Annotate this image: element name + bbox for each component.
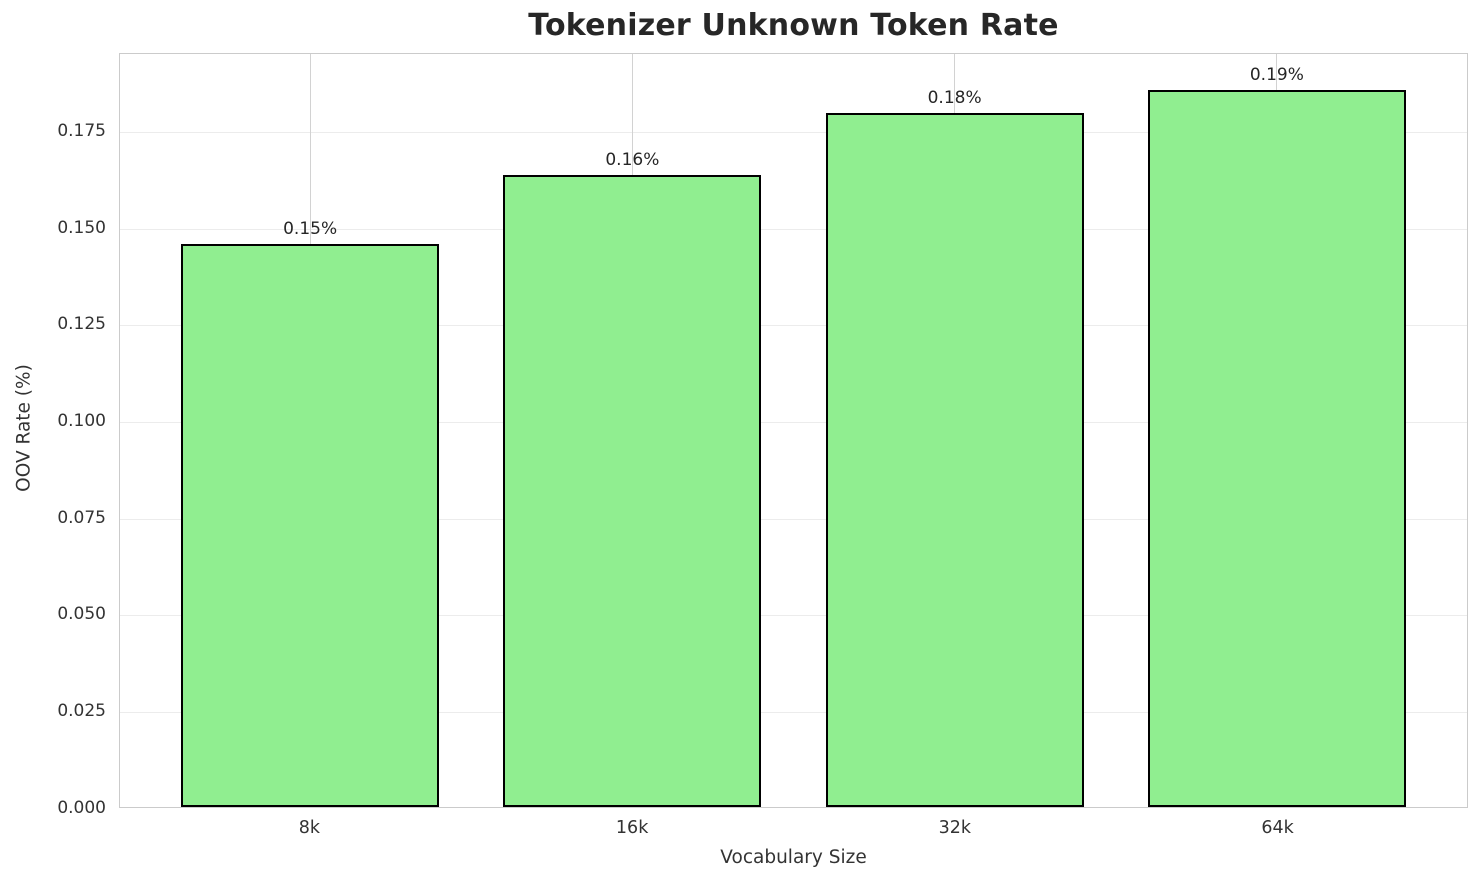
- plot-area: 0.15% 0.16% 0.18% 0.19%: [119, 53, 1468, 808]
- bar-value-label: 0.18%: [927, 88, 982, 108]
- bar-8k: [181, 244, 440, 807]
- horizontal-gridline: [120, 421, 1467, 423]
- chart-title: Tokenizer Unknown Token Rate: [528, 8, 1059, 43]
- x-tick-label: 8k: [298, 818, 321, 838]
- horizontal-gridline: [120, 711, 1467, 713]
- y-axis-label: OOV Rate (%): [13, 364, 35, 492]
- bar-value-label: 0.15%: [283, 219, 338, 240]
- horizontal-gridline: [120, 615, 1467, 617]
- y-tick-label: 0.000: [57, 797, 106, 818]
- y-tick-label: 0.150: [57, 217, 106, 238]
- horizontal-gridline: [120, 228, 1467, 230]
- x-tick-label: 32k: [938, 818, 972, 838]
- y-tick-label: 0.050: [57, 604, 106, 625]
- bar-16k: [503, 174, 762, 807]
- x-tick-label: 64k: [1261, 818, 1294, 838]
- x-axis-label: Vocabulary Size: [720, 847, 867, 868]
- y-tick-label: 0.075: [57, 507, 106, 528]
- y-tick-label: 0.125: [57, 314, 106, 335]
- bar-value-label: 0.16%: [605, 149, 660, 170]
- bar-32k: [825, 113, 1084, 807]
- bar-value-label: 0.19%: [1249, 64, 1304, 85]
- y-tick-label: 0.025: [57, 700, 106, 721]
- horizontal-gridline: [120, 518, 1467, 520]
- y-tick-label: 0.100: [57, 410, 106, 431]
- bar-64k: [1147, 89, 1406, 807]
- horizontal-gridline: [120, 131, 1467, 133]
- y-tick-label: 0.175: [57, 120, 106, 141]
- x-tick-label: 16k: [615, 818, 649, 838]
- horizontal-gridline: [120, 325, 1467, 327]
